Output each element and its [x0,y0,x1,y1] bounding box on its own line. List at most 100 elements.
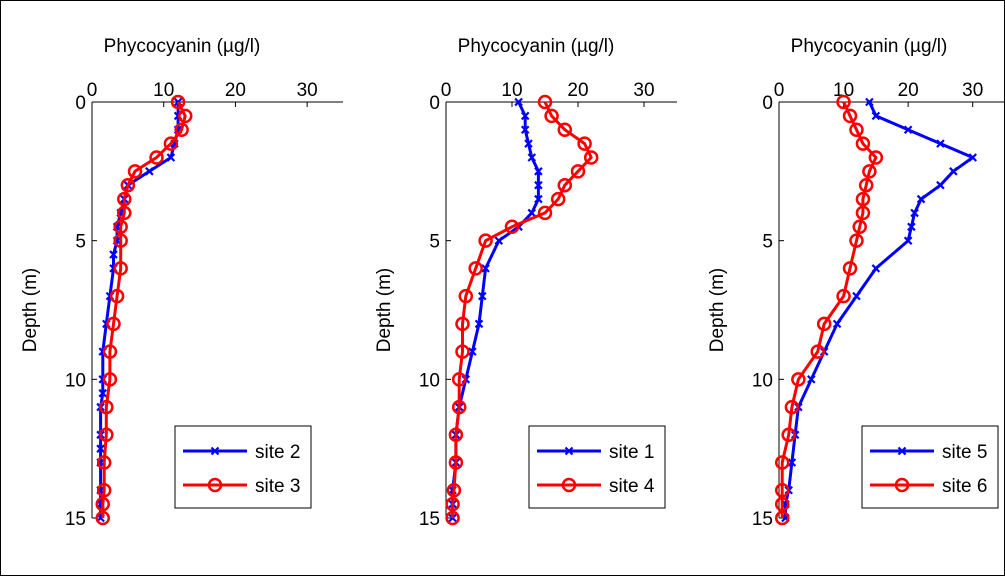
data-point [832,319,842,329]
data-point [897,446,907,456]
marker-stroke [474,319,484,329]
y-tick-label: 15 [752,509,773,530]
data-point [561,477,577,493]
data-point [494,236,504,245]
data-point [537,94,553,110]
marker-stroke [564,446,574,456]
data-point [784,399,800,415]
marker-stroke [98,388,108,398]
data-point [855,136,871,151]
marker-stroke [534,180,543,190]
marker-stroke [210,446,220,456]
data-point [149,150,164,165]
legend-item: site 3 [183,476,300,497]
data-point [968,153,977,162]
legend-box [528,425,666,509]
y-tick-label: 15 [65,509,86,530]
data-point [862,164,877,179]
marker-stroke [832,319,842,329]
data-point [113,261,128,276]
marker-stroke [907,222,916,232]
legend-label: site 3 [255,476,300,497]
marker-stroke [527,153,537,162]
data-point [514,97,523,107]
data-point [102,372,118,387]
y-axis-label: Depth (m) [20,268,41,352]
marker-stroke [520,111,530,121]
y-axis-label: Depth (m) [707,268,728,352]
legend-item: site 5 [870,442,987,463]
data-point [534,180,543,190]
data-point [145,167,154,176]
y-tick-label: 0 [429,93,440,114]
x-axis-label: Phycocyanin (µg/l) [458,36,615,57]
data-point [95,496,111,512]
marker-stroke [871,111,881,121]
legend-item: site 6 [870,476,987,497]
data-point [177,108,193,124]
data-point [871,111,881,121]
marker-stroke [871,264,881,273]
marker-stroke [968,153,977,162]
data-point [916,194,926,204]
marker-stroke [520,125,530,135]
data-point [858,177,874,193]
x-tick-label: 30 [633,80,654,101]
marker-stroke [852,291,861,301]
x-tick-label: 0 [774,80,785,101]
data-point [836,94,851,110]
marker-stroke [481,264,490,273]
data-point [949,167,958,176]
data-point [113,233,128,248]
data-point [451,372,467,387]
data-point [96,444,105,453]
series-site-6 [774,94,884,526]
marker-stroke [936,180,945,190]
data-point [481,264,490,273]
y-tick-label: 0 [762,93,773,114]
data-point [816,316,832,332]
data-point [524,139,533,148]
data-point [120,177,136,193]
legend-item: site 4 [537,476,655,497]
data-point [910,208,919,218]
data-point [774,483,790,498]
data-point [102,344,118,359]
data-point [98,388,108,398]
x-tick-label: 0 [441,80,452,101]
legend: site 5 site 6 [861,425,999,509]
series-line [784,101,975,518]
y-tick-label: 5 [429,232,440,253]
legend-item: site 2 [183,442,300,463]
data-point [163,136,179,151]
data-point [903,236,913,245]
y-tick-label: 10 [752,370,773,391]
y-tick-label: 5 [762,232,773,253]
data-point [527,153,537,162]
data-point [504,219,520,235]
x-axis-label: Phycocyanin (µg/l) [791,36,948,57]
data-point [842,108,858,124]
data-point [903,125,913,135]
data-point [445,510,460,526]
data-point [936,180,945,190]
data-point [907,222,916,232]
marker-stroke [173,97,183,107]
marker-stroke [514,97,523,107]
data-point [478,291,487,301]
x-tick-label: 20 [225,80,246,101]
legend-label: site 4 [609,476,655,497]
data-point [544,108,559,124]
chart-panel-3: 0 10 20 30 0 5 10 15 Phycocyanin (µg/l) Depth (m)… [707,36,1005,530]
legend-item: site 1 [537,442,654,463]
marker-stroke [534,194,543,204]
data-point [781,427,796,443]
data-point [557,122,573,137]
x-tick-label: 10 [833,80,854,101]
data-point [127,164,143,179]
series-line [101,101,187,518]
data-point [468,347,477,356]
y-tick-label: 15 [419,509,440,530]
series-site-4 [445,94,599,526]
data-point [774,496,790,512]
